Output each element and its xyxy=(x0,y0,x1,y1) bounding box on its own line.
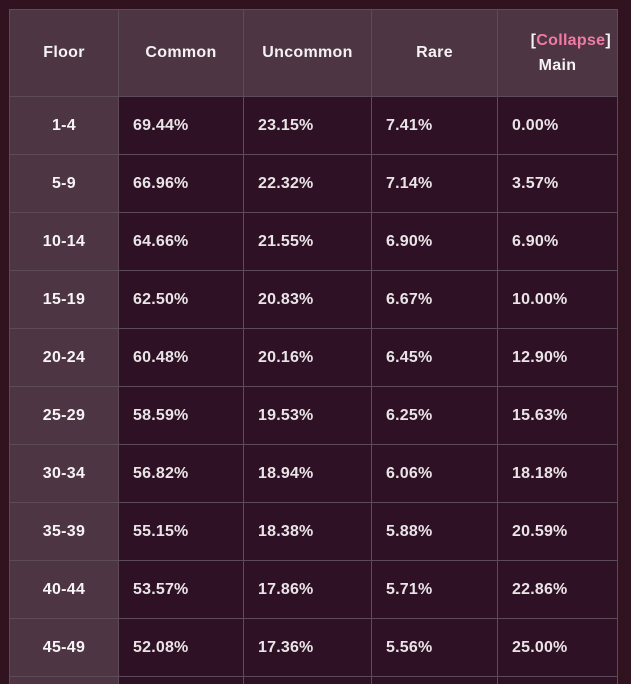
column-header-main: [Collapse] Main xyxy=(497,9,618,97)
uncommon-value-cell xyxy=(243,676,372,684)
floor-drop-chances-table: Floor Common Uncommon Rare [Collapse] Ma… xyxy=(9,9,618,684)
rare-value-cell: 7.41% xyxy=(371,96,498,155)
uncommon-value-cell: 22.32% xyxy=(243,154,372,213)
floor-cell: 35-39 xyxy=(9,502,119,561)
rare-value-cell: 6.06% xyxy=(371,444,498,503)
rare-value-cell: 5.88% xyxy=(371,502,498,561)
common-value-cell: 62.50% xyxy=(118,270,244,329)
uncommon-value-cell: 18.94% xyxy=(243,444,372,503)
collapse-control: [Collapse] xyxy=(498,32,617,50)
uncommon-value-cell: 18.38% xyxy=(243,502,372,561)
table-row: 35-39 55.15% 18.38% 5.88% 20.59% xyxy=(9,502,618,561)
common-value-cell: 55.15% xyxy=(118,502,244,561)
common-value-cell: 52.08% xyxy=(118,618,244,677)
common-value-cell: 64.66% xyxy=(118,212,244,271)
header-row: Floor Common Uncommon Rare [Collapse] Ma… xyxy=(9,9,618,97)
rare-value-cell: 5.71% xyxy=(371,560,498,619)
column-header-uncommon: Uncommon xyxy=(243,9,372,97)
uncommon-value-cell: 23.15% xyxy=(243,96,372,155)
rare-value-cell: 7.14% xyxy=(371,154,498,213)
common-value-cell: 60.48% xyxy=(118,328,244,387)
uncommon-value-cell: 19.53% xyxy=(243,386,372,445)
column-header-main-label: Main xyxy=(538,56,577,74)
common-value-cell xyxy=(118,676,244,684)
floor-cell: 20-24 xyxy=(9,328,119,387)
main-value-cell xyxy=(497,676,618,684)
floor-cell xyxy=(9,676,119,684)
floor-cell: 25-29 xyxy=(9,386,119,445)
floor-cell: 5-9 xyxy=(9,154,119,213)
common-value-cell: 66.96% xyxy=(118,154,244,213)
common-value-cell: 69.44% xyxy=(118,96,244,155)
main-value-cell: 15.63% xyxy=(497,386,618,445)
main-value-cell: 20.59% xyxy=(497,502,618,561)
table-row: 10-14 64.66% 21.55% 6.90% 6.90% xyxy=(9,212,618,271)
main-value-cell: 18.18% xyxy=(497,444,618,503)
main-value-cell: 3.57% xyxy=(497,154,618,213)
table-row: 15-19 62.50% 20.83% 6.67% 10.00% xyxy=(9,270,618,329)
main-value-cell: 22.86% xyxy=(497,560,618,619)
common-value-cell: 56.82% xyxy=(118,444,244,503)
floor-cell: 10-14 xyxy=(9,212,119,271)
floor-cell: 1-4 xyxy=(9,96,119,155)
rare-value-cell: 5.56% xyxy=(371,618,498,677)
uncommon-value-cell: 17.36% xyxy=(243,618,372,677)
table-row: 25-29 58.59% 19.53% 6.25% 15.63% xyxy=(9,386,618,445)
floor-cell: 40-44 xyxy=(9,560,119,619)
main-value-cell: 12.90% xyxy=(497,328,618,387)
column-header-common: Common xyxy=(118,9,244,97)
uncommon-value-cell: 21.55% xyxy=(243,212,372,271)
uncommon-value-cell: 20.16% xyxy=(243,328,372,387)
table-row: 30-34 56.82% 18.94% 6.06% 18.18% xyxy=(9,444,618,503)
floor-cell: 45-49 xyxy=(9,618,119,677)
uncommon-value-cell: 20.83% xyxy=(243,270,372,329)
uncommon-value-cell: 17.86% xyxy=(243,560,372,619)
main-value-cell: 0.00% xyxy=(497,96,618,155)
column-header-floor: Floor xyxy=(9,9,119,97)
floor-cell: 30-34 xyxy=(9,444,119,503)
table-row: 45-49 52.08% 17.36% 5.56% 25.00% xyxy=(9,618,618,677)
table-row: 1-4 69.44% 23.15% 7.41% 0.00% xyxy=(9,96,618,155)
table-row: 5-9 66.96% 22.32% 7.14% 3.57% xyxy=(9,154,618,213)
rare-value-cell: 6.67% xyxy=(371,270,498,329)
rare-value-cell: 6.90% xyxy=(371,212,498,271)
collapse-open-bracket: [ xyxy=(530,31,537,49)
rare-value-cell: 6.25% xyxy=(371,386,498,445)
table-row: 40-44 53.57% 17.86% 5.71% 22.86% xyxy=(9,560,618,619)
collapse-link[interactable]: Collapse xyxy=(536,31,606,49)
floor-cell: 15-19 xyxy=(9,270,119,329)
main-value-cell: 10.00% xyxy=(497,270,618,329)
main-value-cell: 6.90% xyxy=(497,212,618,271)
table-row: 20-24 60.48% 20.16% 6.45% 12.90% xyxy=(9,328,618,387)
table-row-partial xyxy=(9,676,618,684)
column-header-rare: Rare xyxy=(371,9,498,97)
common-value-cell: 58.59% xyxy=(118,386,244,445)
table-body: 1-4 69.44% 23.15% 7.41% 0.00% 5-9 66.96% 22.32%… xyxy=(9,96,618,684)
common-value-cell: 53.57% xyxy=(118,560,244,619)
main-value-cell: 25.00% xyxy=(497,618,618,677)
rare-value-cell: 6.45% xyxy=(371,328,498,387)
collapse-close-bracket: ] xyxy=(605,31,611,49)
rare-value-cell xyxy=(371,676,498,684)
